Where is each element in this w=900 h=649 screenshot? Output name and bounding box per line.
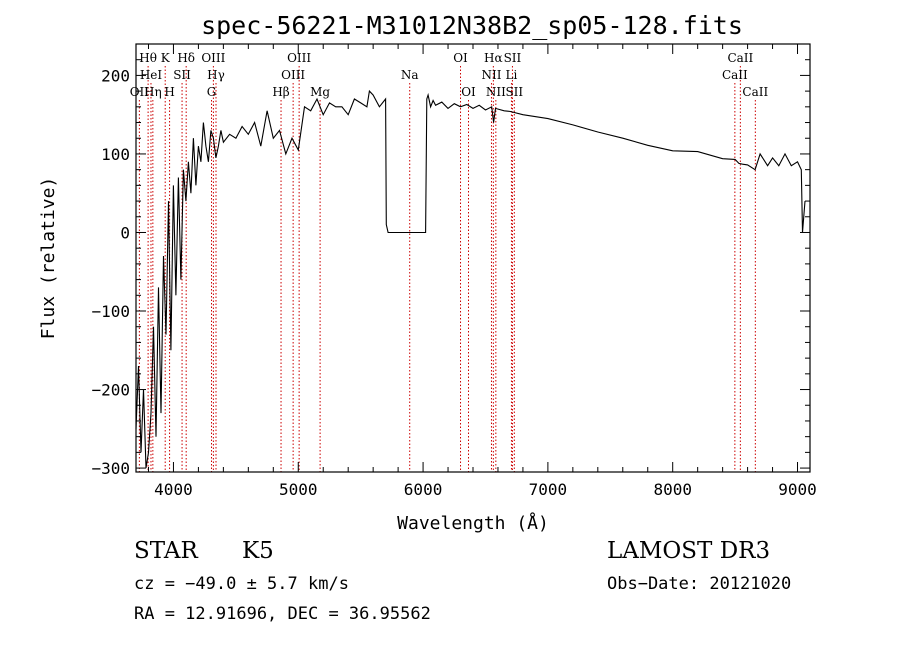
y-tick-label: −300	[91, 459, 130, 478]
y-tick-label: −100	[91, 302, 130, 321]
line-marker-label: H	[164, 85, 174, 99]
line-annotations	[138, 66, 756, 472]
chart-title: spec-56221-M31012N38B2_sp05-128.fits	[201, 11, 743, 40]
cz-value: cz = −49.0 ± 5.7 km/s	[134, 574, 349, 594]
y-tick-label: −200	[91, 381, 130, 400]
line-marker-label: K	[161, 51, 171, 65]
line-marker-label: Na	[401, 68, 419, 82]
line-marker-label: NII	[481, 68, 501, 82]
y-axis: −300 −200 −100 0 100 200	[91, 43, 810, 478]
object-class: STAR	[134, 538, 198, 564]
line-marker-label: Hθ	[139, 51, 157, 65]
x-tick-label: 4000	[154, 480, 193, 499]
line-marker-label: CaII	[742, 85, 768, 99]
line-marker-label: G	[207, 85, 217, 99]
line-marker-label: SII	[504, 51, 522, 65]
line-marker-label: CaII	[727, 51, 753, 65]
line-marker-label: Hα	[484, 51, 503, 65]
coordinates: RA = 12.91696, DEC = 36.95562	[134, 604, 431, 624]
line-marker-label: Hδ	[177, 51, 195, 65]
obs-date: Obs−Date: 20121020	[607, 574, 792, 594]
line-marker-label: OIII	[287, 51, 311, 65]
line-marker-label: HeI	[140, 68, 163, 82]
x-tick-label: 7000	[529, 480, 568, 499]
line-marker-label: Hγ	[207, 68, 225, 82]
line-labels: Hθ OII HeI Hη K H SII Hδ OIII Hγ G Hβ OIII OIII Mg Na OI…	[130, 51, 769, 99]
line-marker-label: Hβ	[272, 85, 289, 99]
x-tick-label: 8000	[653, 480, 692, 499]
line-marker-label: Mg	[310, 85, 330, 99]
x-tick-label: 5000	[279, 480, 318, 499]
line-marker-label: Li	[506, 68, 518, 82]
x-axis-label: Wavelength (Å)	[397, 512, 549, 534]
line-marker-label: OI	[453, 51, 468, 65]
survey-name: LAMOST DR3	[607, 538, 771, 564]
line-marker-label: SII	[505, 85, 523, 99]
y-tick-label: 0	[120, 223, 130, 242]
line-marker-label: OII	[130, 85, 150, 99]
y-tick-label: 200	[101, 66, 130, 85]
spectrum-line	[135, 89, 806, 469]
line-marker-label: CaII	[722, 68, 748, 82]
object-subclass: K5	[242, 538, 274, 564]
line-marker-label: NII	[486, 85, 506, 99]
line-marker-label: OIII	[201, 51, 225, 65]
y-tick-label: 100	[101, 145, 130, 164]
x-tick-label: 6000	[404, 480, 443, 499]
x-axis: 4000 5000 6000 7000 8000 9000	[147, 44, 817, 499]
x-tick-label: 9000	[778, 480, 817, 499]
line-marker-label: Hη	[144, 85, 162, 99]
line-marker-label: SII	[173, 68, 191, 82]
line-marker-label: OI	[461, 85, 476, 99]
line-marker-label: OIII	[281, 68, 305, 82]
y-axis-label: Flux (relative)	[38, 177, 59, 340]
